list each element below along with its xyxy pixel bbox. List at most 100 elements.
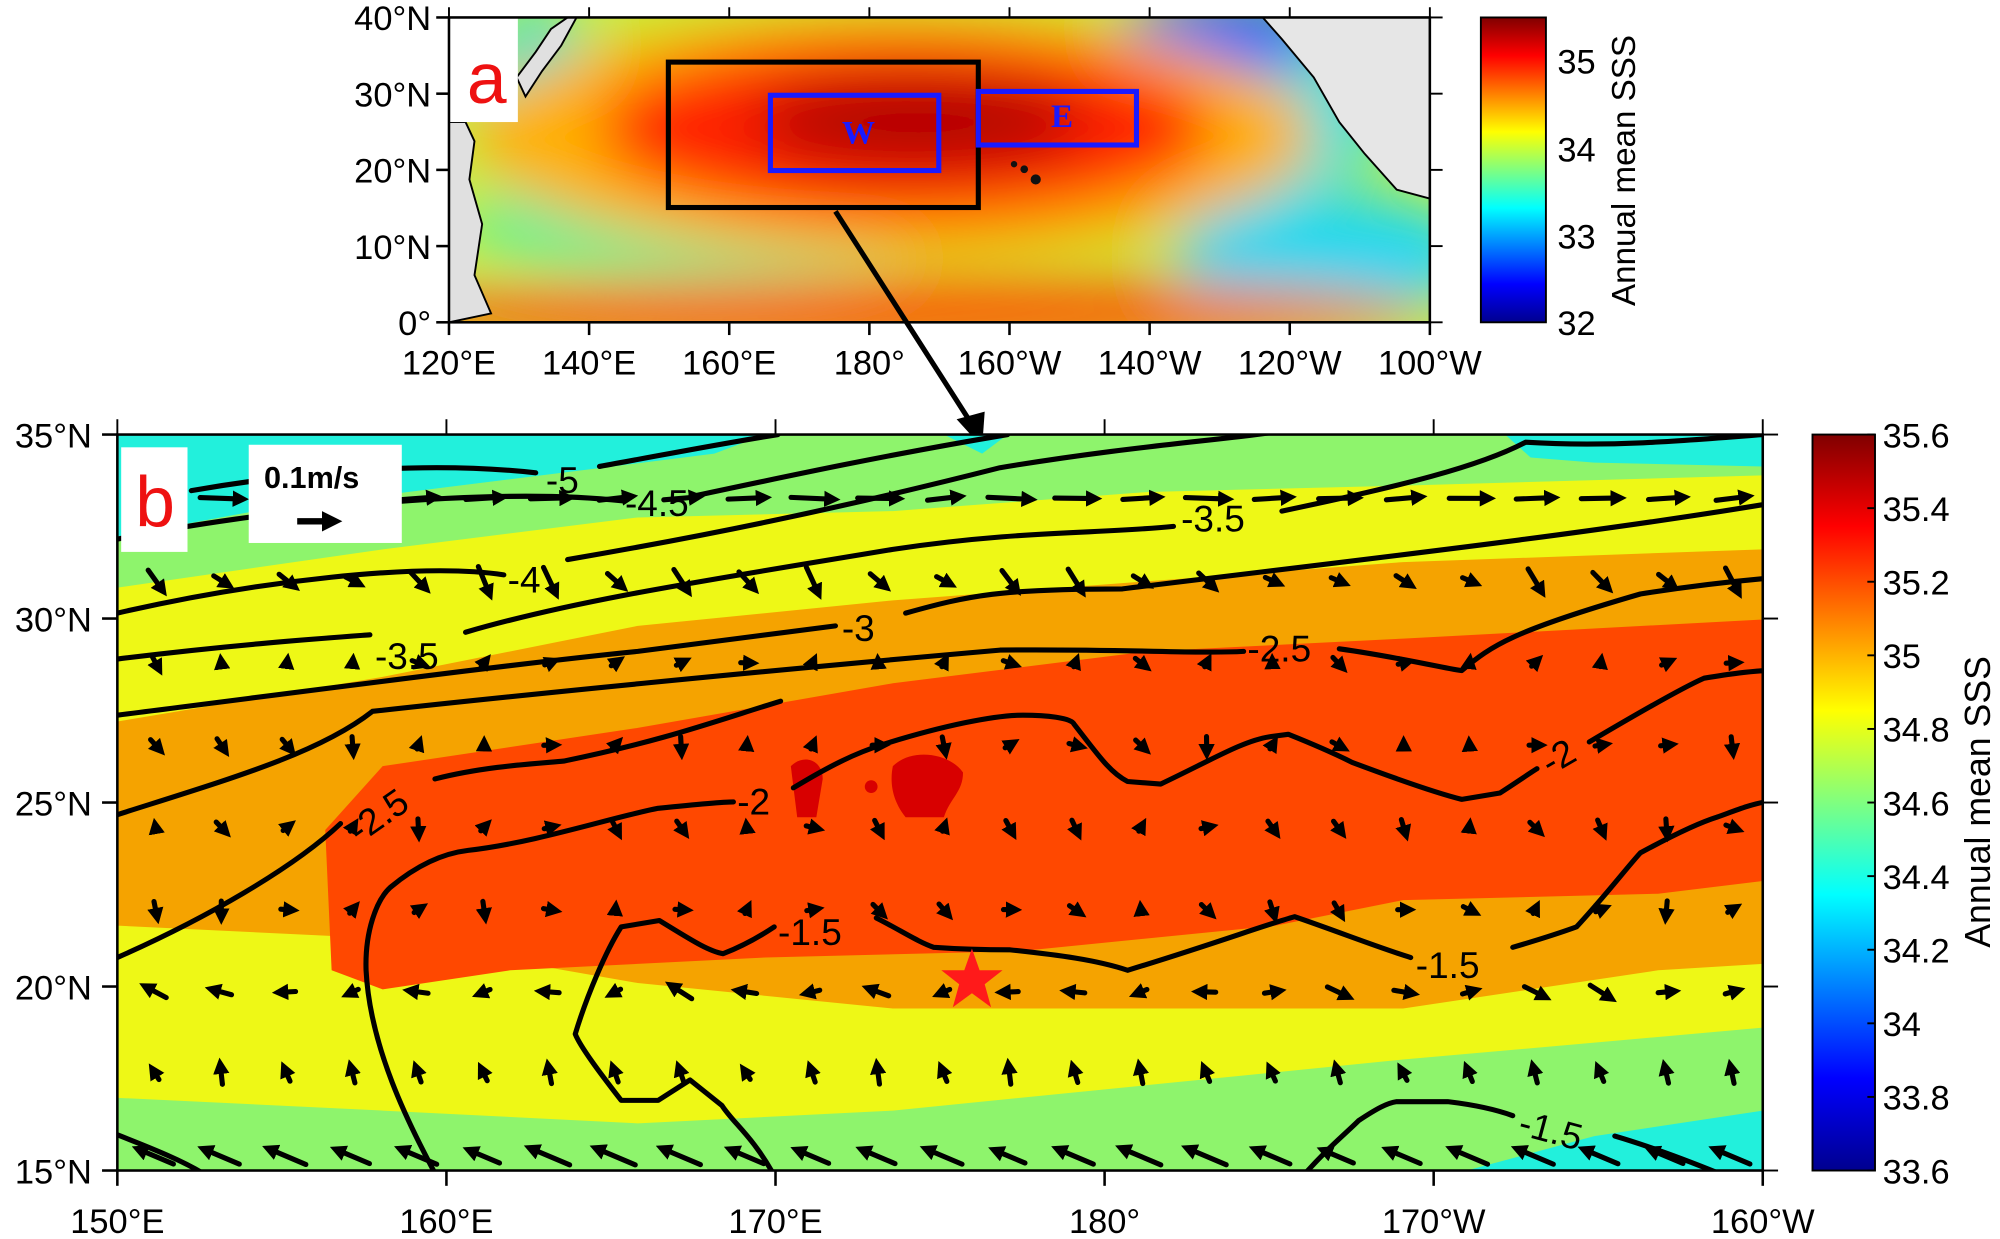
current-vector-arrow [271,983,299,1001]
lon-tick-label: 180° [834,345,905,383]
asia-land [448,121,493,323]
colorbar-a-tick: 34 [1557,132,1595,170]
current-vector-arrow [1723,654,1745,672]
current-vector-arrow [1001,739,1020,755]
current-vector-arrow [661,489,705,506]
current-vector-arrow [1066,736,1088,753]
current-vector-arrow [1065,566,1086,598]
contour-lines [117,434,1763,1171]
current-vector-arrow [1120,489,1166,506]
current-vector-arrow [410,816,427,843]
current-vector-arrow [934,817,950,836]
current-vector-arrow [1577,1145,1621,1167]
current-vector-arrow [934,653,949,672]
current-vector-arrow [1510,1145,1556,1167]
current-vector-arrow [1132,654,1152,672]
current-vector-arrow [394,1145,440,1167]
current-vector-arrow [1181,1144,1229,1168]
current-vector-arrow [541,820,562,837]
current-vector-arrow [475,564,494,601]
current-vector-arrow [1251,489,1297,506]
current-vector-arrow [1708,1145,1753,1167]
colorbar-b-tick: 34 [1883,1006,1921,1044]
current-vector-arrow [398,489,443,506]
current-vector-arrow [1196,653,1212,672]
colorbar-b-tick: 34.8 [1883,712,1950,750]
current-vector-arrow [934,572,957,588]
current-vector-arrow [148,817,165,836]
current-vector-arrow [1723,734,1741,761]
current-vector-arrow [278,901,300,918]
current-vector-arrow [673,1060,690,1085]
current-vector-arrow [805,1060,821,1085]
current-vector-arrow [1722,565,1742,599]
current-vector-arrow [1525,566,1546,598]
colorbar-b-tick: 34.4 [1883,859,1950,897]
current-vector-arrow [408,735,425,754]
current-vector-arrow [788,490,841,508]
current-vector-arrow [262,1144,309,1168]
colorbar-b-tick: 34.6 [1883,785,1950,823]
station-star-marker [941,948,1003,1008]
current-vector-arrow [1713,489,1755,506]
current-vector-arrow [1445,1145,1491,1167]
current-vector-arrow [798,983,823,1000]
current-vector-arrow [1262,572,1286,588]
current-vector-arrow [474,654,491,673]
current-vector-arrow [213,736,230,757]
current-vector-arrow [665,981,695,1002]
current-vector-arrow [870,901,888,920]
current-vector-arrow [474,819,492,837]
current-vector-arrow [1722,984,1746,1001]
lat-tick-label: 15°N [15,1153,92,1191]
current-vector-arrow [1591,652,1608,671]
panel-b-colorbar: 35.6 35.4 35.2 35 34.8 34.6 34.4 34.2 34 33.8 33.6… [1811,417,1998,1191]
current-vector-arrow [672,901,694,918]
current-vector-arrow [1593,903,1612,919]
current-vector-arrow [1132,1058,1150,1087]
current-vector-arrow [342,818,359,837]
current-vector-arrow [1592,737,1613,754]
panel-b-axes: 35°N 30°N 25°N 20°N 15°N 150°E 160°E 170°E 180° 1… [15,417,1815,1239]
north-america-land [1261,17,1430,200]
current-vector-arrow [463,489,509,506]
current-vector-arrow [1593,1060,1610,1084]
current-vector-arrow [1131,817,1147,837]
current-vector-arrow [278,820,296,837]
current-vector-arrow [1316,1146,1356,1166]
current-vector-arrow [1381,1145,1423,1167]
east-box-label: E [1051,98,1073,135]
current-vector-arrow [725,489,773,507]
current-vector-arrow [1391,983,1420,1001]
current-vector-arrow [1067,817,1082,841]
current-vector-arrow [870,653,887,670]
current-vector-arrow [343,901,360,919]
current-vector-arrow [1513,489,1561,507]
current-vector-arrow [673,818,690,840]
current-vector-arrow [344,734,361,761]
current-vector-arrow [542,656,561,673]
west-region-box [767,92,942,174]
current-vector-arrow [1001,817,1017,841]
current-vector-arrow [197,490,249,507]
current-vector-arrow [1330,654,1348,674]
panel-a-sss-field [448,17,1430,323]
current-vector-arrow [607,817,622,841]
hawaii-islands [1010,160,1041,185]
colorbar-a-tick: 33 [1557,218,1595,256]
colorbar-a-title: Annual mean SSS [1606,35,1643,306]
current-vector-arrow [738,735,755,753]
current-vector-arrow [802,735,818,754]
current-vector-arrow [147,898,164,925]
current-vector-arrow [341,983,361,998]
lat-tick-label: 30°N [15,601,92,639]
current-vector-arrow [1330,1059,1347,1086]
current-vector-arrow [1051,1145,1096,1167]
current-vector-arrow [804,902,825,919]
lon-tick-label: 160°E [682,345,776,383]
current-vector-arrow [671,566,692,598]
current-vector-arrow [213,819,231,838]
current-vector-arrow [279,736,296,756]
current-vector-arrow [1000,654,1022,670]
